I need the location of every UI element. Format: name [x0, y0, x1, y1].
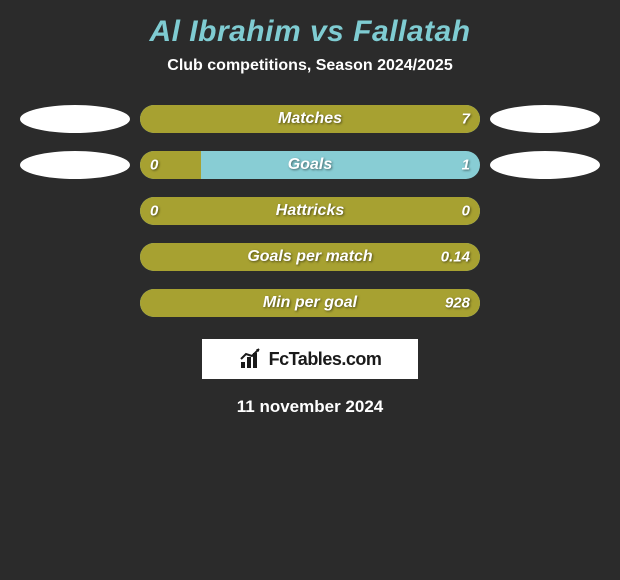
- stat-right-value: 0: [462, 203, 470, 220]
- stat-left-value: 0: [150, 203, 158, 220]
- stat-bar: Matches 7: [140, 105, 480, 133]
- ellipse-spacer: [20, 289, 130, 317]
- stat-bar: 0 Hattricks 0: [140, 197, 480, 225]
- chart-icon: [239, 348, 263, 370]
- stat-row: 0 Goals 1: [0, 151, 620, 179]
- logo-text: FcTables.com: [269, 349, 382, 370]
- player-left-badge: [20, 151, 130, 179]
- stat-left-value: 0: [150, 157, 158, 174]
- player-right-badge: [490, 151, 600, 179]
- stat-row: Min per goal 928: [0, 289, 620, 317]
- stat-bar: Goals per match 0.14: [140, 243, 480, 271]
- comparison-chart: Al Ibrahim vs Fallatah Club competitions…: [0, 0, 620, 427]
- stat-rows-container: Matches 7 0 Goals 1 0 Hattricks 0 Goals per matc…: [0, 105, 620, 317]
- stat-right-value: 1: [462, 157, 470, 174]
- stat-label: Min per goal: [263, 294, 357, 312]
- stat-label: Goals per match: [247, 248, 372, 266]
- date-label: 11 november 2024: [237, 397, 383, 417]
- stat-label: Hattricks: [276, 202, 344, 220]
- ellipse-spacer: [490, 197, 600, 225]
- stat-right-value: 0.14: [441, 249, 470, 266]
- stat-right-value: 928: [445, 295, 470, 312]
- ellipse-spacer: [490, 243, 600, 271]
- fctables-logo[interactable]: FcTables.com: [202, 339, 418, 379]
- stat-bar: Min per goal 928: [140, 289, 480, 317]
- ellipse-spacer: [490, 289, 600, 317]
- player-right-badge: [490, 105, 600, 133]
- stat-row: Matches 7: [0, 105, 620, 133]
- player-left-badge: [20, 105, 130, 133]
- ellipse-spacer: [20, 197, 130, 225]
- page-subtitle: Club competitions, Season 2024/2025: [167, 57, 452, 75]
- stat-row: Goals per match 0.14: [0, 243, 620, 271]
- stat-bar: 0 Goals 1: [140, 151, 480, 179]
- stat-row: 0 Hattricks 0: [0, 197, 620, 225]
- ellipse-spacer: [20, 243, 130, 271]
- page-title: Al Ibrahim vs Fallatah: [149, 15, 470, 49]
- stat-label: Matches: [278, 110, 342, 128]
- stat-label: Goals: [288, 156, 332, 174]
- stat-right-value: 7: [462, 111, 470, 128]
